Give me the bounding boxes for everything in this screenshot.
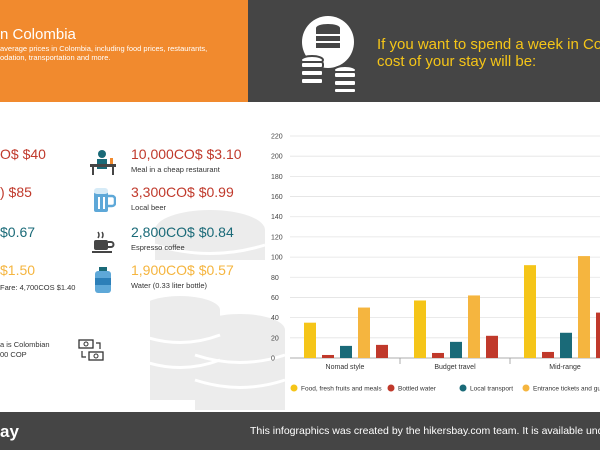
left-price-4: $1.50 — [0, 262, 36, 278]
coffee-icon — [92, 231, 115, 253]
bar — [414, 300, 426, 358]
bar — [486, 335, 498, 358]
y-tick-label: 20 — [271, 335, 279, 342]
price-item: 3,300CO$ $0.99 Local beer — [131, 184, 234, 212]
x-tick-label: Nomad style — [326, 364, 365, 371]
bar — [450, 341, 462, 358]
cost-question: If you want to spend a week in Co cost o… — [377, 36, 600, 70]
background-coins-decoration — [150, 210, 286, 410]
bar — [596, 312, 600, 358]
currency-line-1: a is Colombian — [0, 340, 50, 349]
restaurant-icon — [90, 150, 116, 175]
legend-marker — [387, 384, 395, 392]
price-item: 10,000CO$ $3.10 Meal in a cheap restauran… — [131, 146, 242, 174]
y-tick-label: 220 — [271, 134, 283, 141]
coin-stack-icon — [300, 16, 357, 94]
header-left-panel: n Colombia average prices in Colombia, i… — [0, 0, 248, 102]
y-tick-label: 140 — [271, 214, 283, 221]
currency-line-2: 00 COP — [0, 350, 27, 359]
price-label: Espresso coffee — [131, 243, 185, 252]
x-tick-label: Budget travel — [434, 364, 476, 371]
y-tick-label: 40 — [271, 315, 279, 322]
legend-marker — [459, 384, 467, 392]
bar — [358, 307, 370, 358]
y-tick-label: 180 — [271, 174, 283, 181]
legend-label: Bottled water — [398, 386, 437, 393]
y-tick-label: 80 — [271, 275, 279, 282]
legend-marker — [522, 384, 530, 392]
price-item: 2,800CO$ $0.84 Espresso coffee — [131, 224, 234, 252]
price-label: Local beer — [131, 203, 167, 212]
fare-text: Fare: 4,700COS $1.40 — [0, 283, 76, 292]
bar — [340, 345, 352, 358]
bar — [560, 332, 572, 358]
header-right-panel: If you want to spend a week in Co cost o… — [248, 0, 600, 102]
y-tick-label: 200 — [271, 154, 283, 161]
price-value: 10,000CO$ $3.10 — [131, 146, 242, 162]
y-tick-label: 60 — [271, 295, 279, 302]
bar — [322, 354, 334, 358]
currency-exchange-icon — [78, 339, 104, 361]
footer-brand: ay — [0, 422, 19, 441]
legend-label: Local transport — [470, 386, 513, 393]
left-price-1: O$ $40 — [0, 146, 46, 162]
footer: ay This infographics was created by the … — [0, 412, 600, 450]
y-tick-label: 0 — [271, 356, 275, 363]
left-price-2: ) $85 — [0, 184, 32, 200]
y-tick-label: 100 — [271, 255, 283, 262]
price-value: 3,300CO$ $0.99 — [131, 184, 234, 200]
page-subtitle: average prices in Colombia, including fo… — [0, 44, 208, 62]
bar — [578, 256, 590, 358]
y-tick-label: 160 — [271, 194, 283, 201]
cost-chart: 0 20 40 60 80 100 120 140 160 180 200 220 Nomad styl… — [271, 134, 600, 393]
price-label: Water (0.33 liter bottle) — [131, 281, 207, 290]
x-tick-label: Mid-range — [549, 364, 581, 371]
bar — [376, 344, 388, 358]
bar — [542, 351, 554, 358]
price-label: Meal in a cheap restaurant — [131, 165, 220, 174]
legend-label: Food, fresh fruits and meals — [301, 386, 382, 393]
legend-marker — [290, 384, 298, 392]
left-price-3: $0.67 — [0, 224, 36, 240]
bar — [468, 295, 480, 358]
price-value: 2,800CO$ $0.84 — [131, 224, 234, 240]
y-tick-label: 120 — [271, 234, 283, 241]
legend-label: Entrance tickets and guide s — [533, 386, 600, 393]
footer-credit: This infographics was created by the hik… — [250, 425, 600, 437]
page-title: n Colombia — [0, 26, 76, 43]
price-item: 1,900CO$ $0.57 Water (0.33 liter bottle) — [131, 262, 234, 290]
beer-icon — [94, 188, 116, 212]
bar — [304, 322, 316, 358]
bar — [524, 265, 536, 358]
price-value: 1,900CO$ $0.57 — [131, 262, 234, 278]
bar — [432, 352, 444, 358]
water-bottle-icon — [95, 267, 111, 293]
